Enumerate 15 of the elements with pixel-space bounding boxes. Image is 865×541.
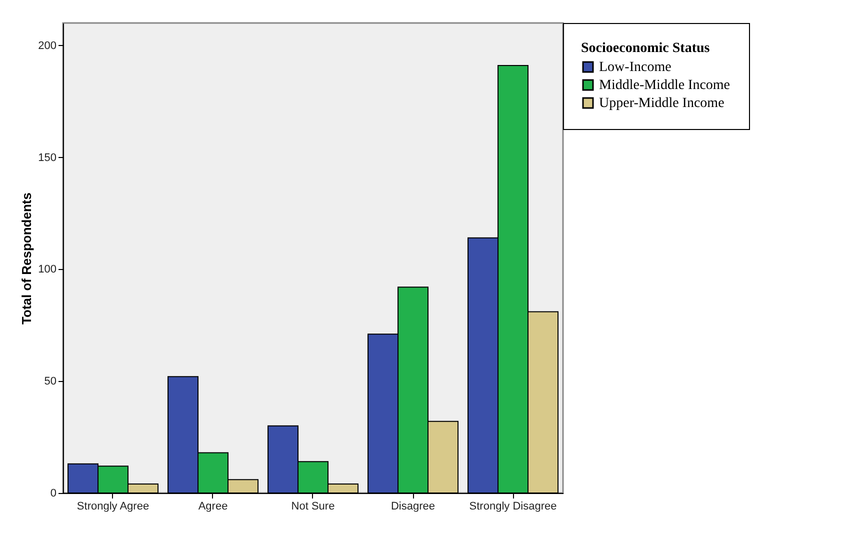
x-tick-label: Agree [198, 500, 228, 512]
x-tick-label: Not Sure [291, 500, 335, 512]
y-tick-label: 100 [38, 264, 56, 276]
x-tick-label: Disagree [390, 500, 436, 512]
legend-label: Low-Income [599, 60, 672, 75]
y-tick-label: 50 [44, 376, 56, 388]
legend-label: Upper-Middle Income [599, 96, 724, 111]
y-tick-label: 200 [38, 40, 56, 52]
x-tick-label: Strongly Disagree [469, 500, 557, 512]
y-tick-label: 0 [50, 488, 56, 500]
legend-label: Middle-Middle Income [599, 78, 730, 93]
y-axis-title: Total of Respondents [19, 192, 34, 324]
legend-title: Socioeconomic Status [581, 41, 710, 56]
x-tick-label: Strongly Agree [76, 500, 150, 512]
y-tick-label: 150 [38, 152, 56, 164]
